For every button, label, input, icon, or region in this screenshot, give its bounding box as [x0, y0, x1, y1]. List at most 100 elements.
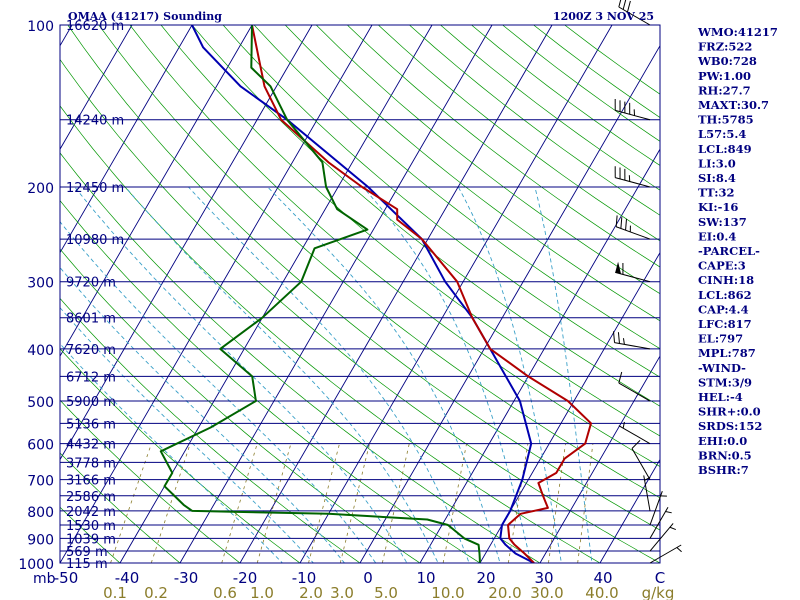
dry-adiabat: [315, 25, 660, 295]
index-item: PW:1.00: [698, 69, 751, 83]
mixing-ratio-line: [577, 443, 594, 563]
moist-adiabat: [267, 186, 501, 563]
temperature-tick: 40: [593, 569, 612, 587]
isotherm-line: [60, 25, 193, 254]
temperature-tick: -50: [54, 569, 79, 587]
temperature-tick: -40: [115, 569, 140, 587]
wind-barb: [649, 544, 682, 564]
pressure-unit: mb: [33, 571, 56, 587]
pressure-tick: 200: [27, 181, 54, 197]
index-item: SHR+:0.0: [698, 405, 761, 419]
index-item: CAP:4.4: [698, 302, 749, 316]
wind-barb: [615, 261, 651, 283]
dry-adiabat: [284, 25, 660, 322]
height-label: 7620 m: [66, 343, 116, 358]
wind-barb-feather: [626, 0, 631, 13]
isotherm-line: [179, 25, 493, 563]
dry-adiabat: [60, 452, 181, 563]
isotherm-line: [60, 25, 373, 563]
wind-barb-feather: [618, 0, 622, 8]
wind-barb: [618, 0, 651, 26]
height-label: 3778 m: [66, 456, 116, 471]
height-label: 10980 m: [66, 233, 124, 248]
index-item: CINH:18: [698, 273, 754, 287]
dry-adiabat: [222, 25, 660, 378]
temperature-tick: -30: [174, 569, 199, 587]
index-item: MPL:787: [698, 346, 756, 360]
mixing-ratio-tick: 0.1: [103, 584, 127, 600]
wind-barb-feather: [622, 0, 627, 10]
index-item: SW:137: [698, 215, 747, 229]
wind-barb-flag: [615, 261, 622, 274]
grid-layer: [0, 25, 660, 563]
mixing-ratio-tick: 0.2: [144, 584, 168, 600]
wind-barb: [649, 506, 672, 539]
index-item: L57:5.4: [698, 127, 746, 141]
parcel-trace: [191, 25, 535, 563]
isotherm-line: [60, 25, 133, 151]
index-item: SI:8.4: [698, 171, 736, 185]
height-label: 1530 m: [66, 519, 116, 534]
wind-barb: [618, 371, 651, 402]
wind-barb-staff: [616, 226, 651, 240]
mixing-ratio-tick: 10.0: [431, 584, 464, 600]
station-title: OMAA (41217) Sounding: [68, 10, 222, 23]
height-label: 5900 m: [66, 395, 116, 410]
wind-barb: [614, 99, 651, 121]
isotherm-line: [299, 25, 613, 563]
index-item: EHI:0.0: [698, 434, 747, 448]
height-label: 2042 m: [66, 505, 116, 520]
moist-adiabat: [60, 266, 346, 563]
temperature-tick: -20: [233, 569, 258, 587]
pressure-tick: 1000: [18, 557, 54, 573]
dewpoint-trace: [159, 25, 481, 563]
dry-adiabat: [191, 25, 660, 407]
mixing-ratio-line: [150, 443, 191, 563]
mixing-ratio-tick: 30.0: [530, 584, 563, 600]
wind-barb-staff: [649, 491, 663, 526]
temperature-trace: [251, 25, 592, 563]
temperature-tick: -10: [292, 569, 317, 587]
dry-adiabat: [160, 25, 660, 437]
moist-adiabat: [60, 221, 377, 563]
wind-barb-half: [676, 547, 682, 553]
wind-barb-staff: [618, 6, 651, 26]
dry-adiabat: [67, 25, 660, 531]
index-item: SRDS:152: [698, 419, 762, 433]
profile-layer: [159, 25, 592, 563]
index-item: BRN:0.5: [698, 448, 752, 462]
mixing-ratio-line: [507, 443, 529, 563]
wind-barb-half: [622, 421, 625, 429]
valid-time: 1200Z 3 NOV 25: [553, 10, 654, 23]
moist-adiabat: [188, 186, 470, 563]
wind-barb-feather: [625, 218, 628, 231]
mixing-ratio-tick: 5.0: [374, 584, 398, 600]
wind-barb-staff: [615, 109, 651, 121]
index-item: EL:797: [698, 332, 743, 346]
wind-barb-feather: [631, 440, 641, 449]
wind-barb-feather: [618, 371, 623, 384]
wind-barb-feather: [617, 332, 620, 344]
index-item: RH:27.7: [698, 83, 751, 97]
moist-adiabat: [74, 186, 408, 563]
isotherm-line: [599, 458, 660, 563]
dry-adiabat: [60, 348, 301, 563]
wind-barb: [613, 331, 651, 350]
dry-adiabat: [60, 200, 481, 563]
wind-barb-feather: [620, 217, 623, 229]
index-item: WB0:728: [697, 54, 757, 68]
isotherm-line: [0, 25, 12, 563]
mixing-ratio-tick: 20.0: [488, 584, 521, 600]
wind-barb-staff: [649, 544, 682, 564]
pressure-tick: 400: [27, 343, 54, 359]
mixing-ratio-line: [110, 443, 152, 563]
index-item: FRZ:522: [698, 40, 752, 54]
index-item: EI:0.4: [698, 229, 736, 243]
index-item: -PARCEL-: [698, 244, 760, 258]
height-label: 6712 m: [66, 370, 116, 385]
dry-adiabat: [60, 58, 660, 563]
pressure-tick: 700: [27, 474, 54, 490]
dry-adiabat: [60, 506, 121, 563]
wind-barb-half: [669, 526, 676, 531]
